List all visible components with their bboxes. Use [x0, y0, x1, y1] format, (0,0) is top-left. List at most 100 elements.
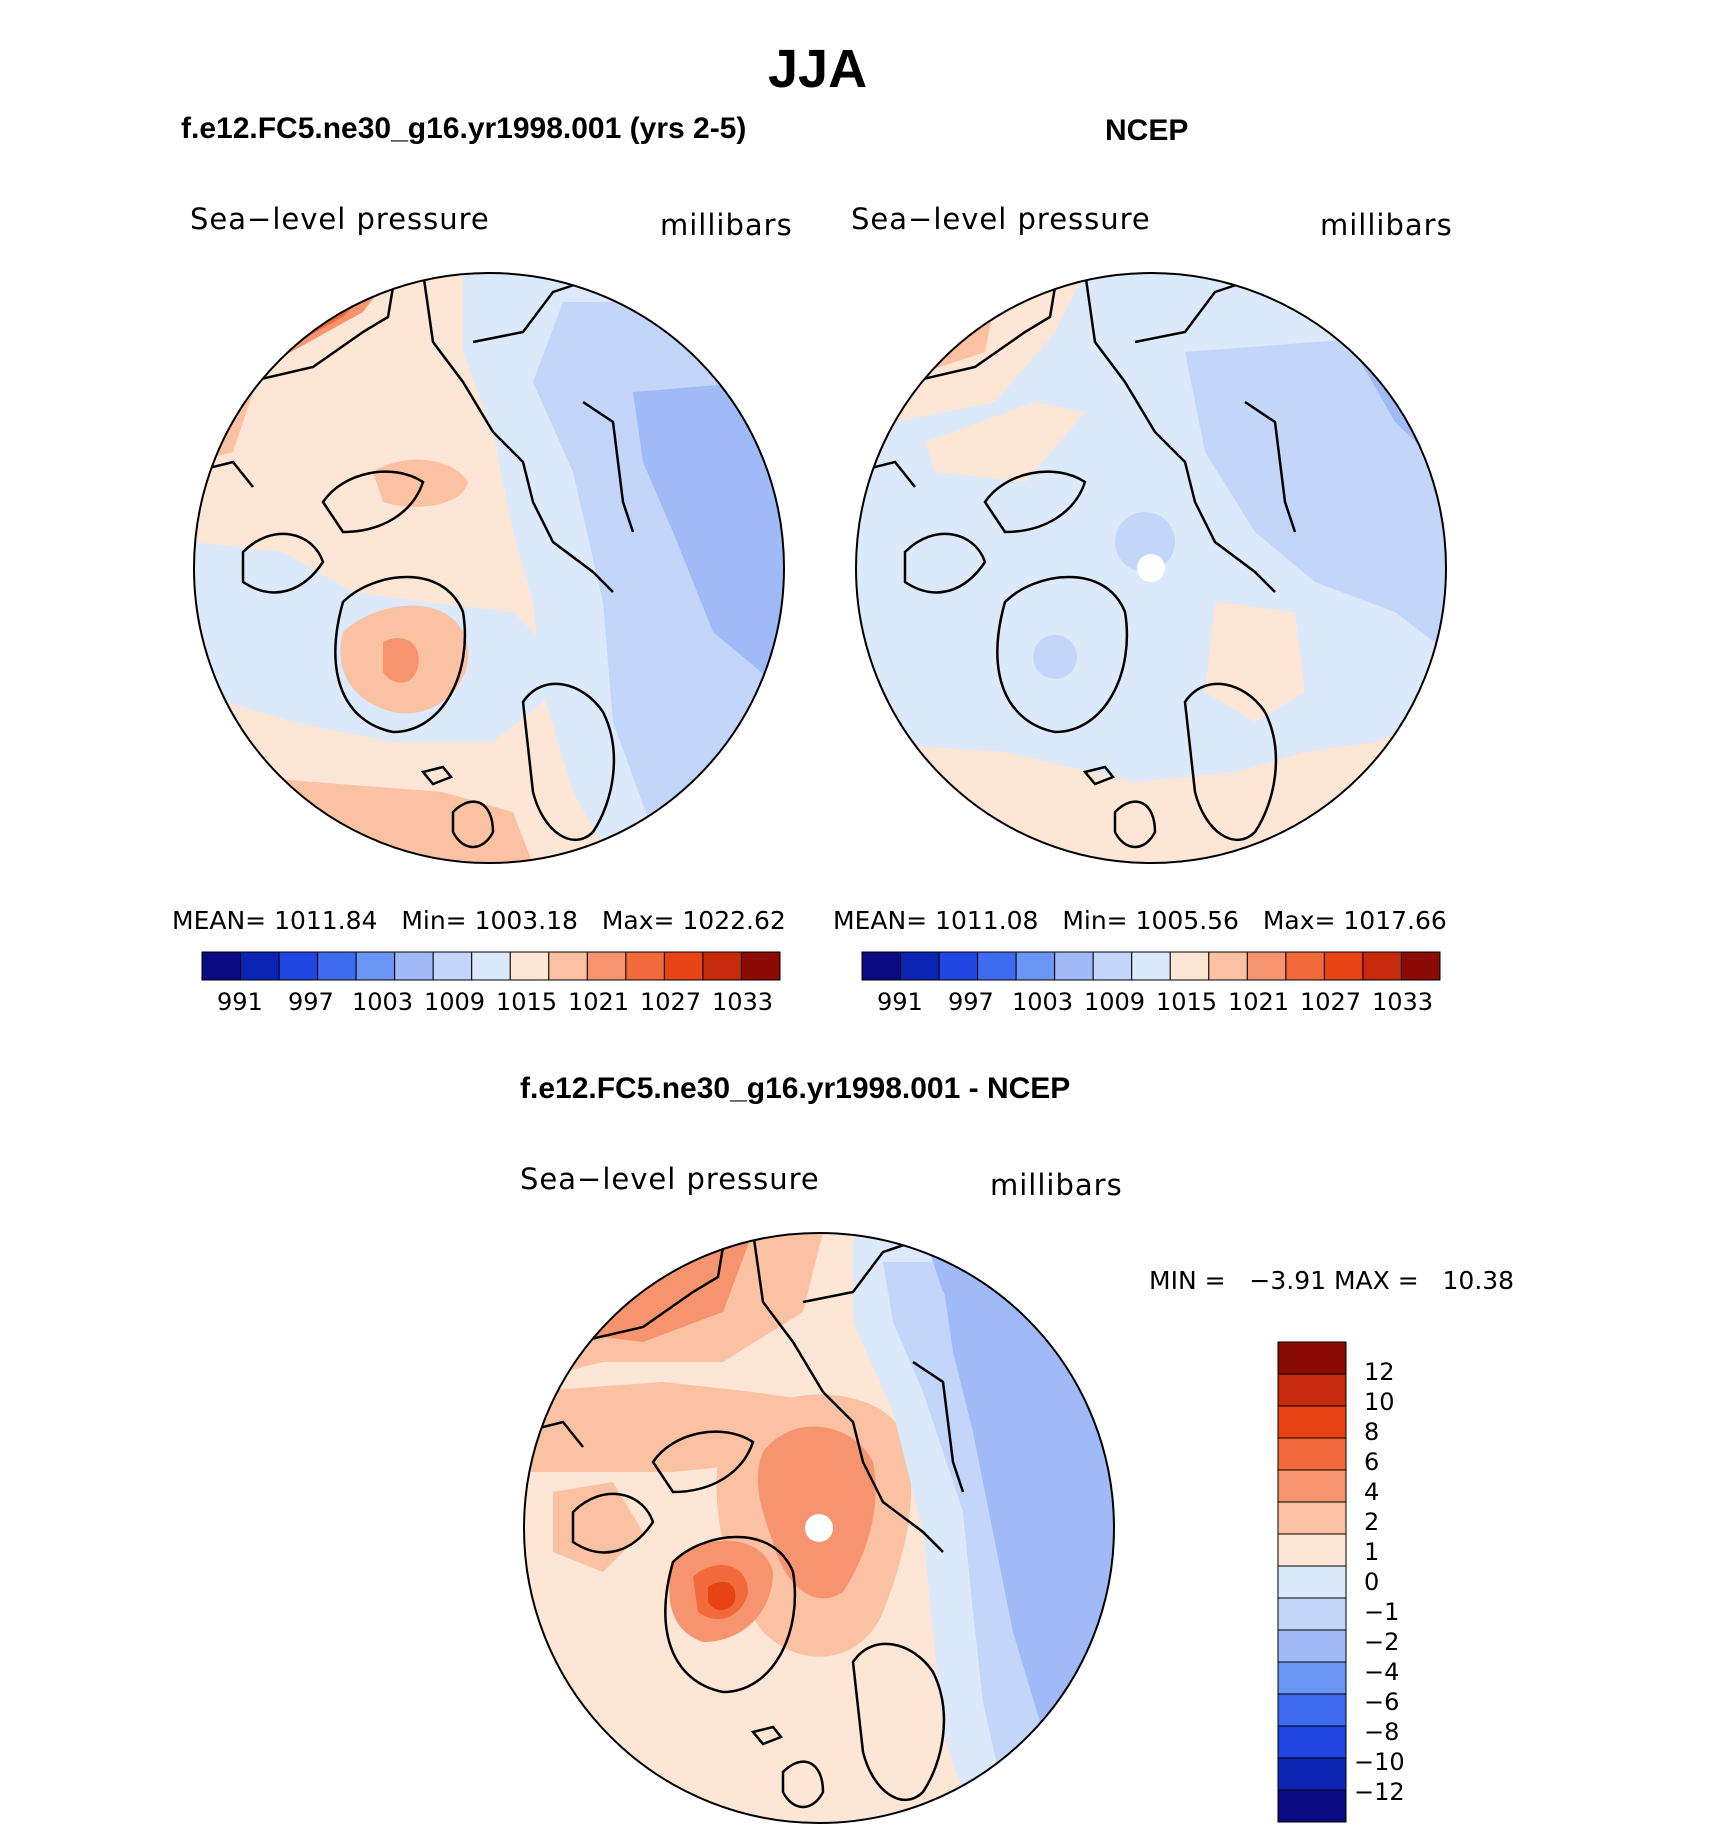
colorbar-swatch [509, 951, 550, 981]
panel-2-max-value: 1017.66 [1343, 906, 1447, 935]
colorbar-swatch [586, 951, 627, 981]
panel-3-min-label: MIN = [1149, 1266, 1226, 1295]
colorbar-swatch [1277, 1693, 1347, 1727]
page-title: JJA [768, 39, 868, 99]
panel-3-tick: −8 [1364, 1718, 1400, 1746]
colorbar-swatch [548, 951, 588, 981]
panel-2-map [855, 272, 1447, 864]
panel-2-units: millibars [1320, 208, 1453, 242]
panel-3-tick: 0 [1364, 1568, 1380, 1596]
colorbar-swatch [1400, 951, 1441, 981]
panel-2-tick: 1015 [1156, 988, 1218, 1016]
panel-1-min-label: Min= [401, 906, 467, 935]
panel-2-field-region [1185, 332, 1446, 652]
panel-2-tick: 1021 [1228, 988, 1290, 1016]
panel-2-stats: MEAN= 1011.08 Min= 1005.56 Max= 1017.66 [833, 906, 1447, 935]
panel-1-colorbar [201, 951, 781, 981]
panel-2-field-region [925, 402, 1085, 482]
panel-1-title: f.e12.FC5.ne30_g16.yr1998.001 (yrs 2-5) [181, 112, 747, 145]
panel-3-pole-mask [805, 1514, 833, 1542]
panel-1-tick: 997 [288, 988, 334, 1016]
panel-1-tick: 991 [217, 988, 263, 1016]
colorbar-swatch [900, 951, 940, 981]
colorbar-swatch [1277, 1373, 1347, 1407]
colorbar-swatch [355, 951, 396, 981]
panel-2-title: NCEP [1105, 114, 1189, 147]
panel-3-map-border [523, 1232, 1115, 1824]
colorbar-swatch [1131, 951, 1171, 981]
panel-3-title: f.e12.FC5.ne30_g16.yr1998.001 - NCEP [520, 1072, 1071, 1105]
panel-3-min-value: −3.91 [1249, 1266, 1327, 1295]
colorbar-swatch [1277, 1565, 1347, 1599]
colorbar-swatch [702, 951, 742, 981]
panel-3-field-region [708, 1581, 736, 1611]
panel-3-tick: −6 [1364, 1688, 1400, 1716]
panel-2-field-region [1205, 602, 1305, 722]
panel-3-colorbar [1277, 1341, 1347, 1823]
colorbar-swatch [663, 951, 704, 981]
panel-1-units: millibars [660, 208, 793, 242]
panel-1-field-label: Sea−level pressure [190, 202, 490, 236]
panel-1-min-value: 1003.18 [474, 906, 578, 935]
colorbar-swatch [1362, 951, 1402, 981]
colorbar-swatch [1277, 1437, 1347, 1471]
panel-2-field-region [1033, 635, 1077, 679]
colorbar-swatch [1054, 951, 1094, 981]
panel-3-tick: 8 [1364, 1418, 1380, 1446]
panel-1-map-border [193, 272, 785, 864]
colorbar-swatch [861, 951, 902, 981]
panel-1-mean-value: 1011.84 [274, 906, 378, 935]
panel-1-tick: 1003 [352, 988, 414, 1016]
panel-3-field-region [943, 1282, 1114, 1752]
panel-1-tick: 1015 [496, 988, 558, 1016]
panel-2-map-border [855, 272, 1447, 864]
colorbar-swatch [1323, 951, 1364, 981]
panel-3-tick: −12 [1354, 1778, 1405, 1806]
colorbar-swatch [1277, 1597, 1347, 1631]
panel-3-map [523, 1232, 1115, 1824]
panel-1-mean-label: MEAN= [172, 906, 267, 935]
panel-2-min-value: 1005.56 [1135, 906, 1239, 935]
colorbar-swatch [432, 951, 473, 981]
panel-3-tick: 6 [1364, 1448, 1380, 1476]
colorbar-swatch [977, 951, 1017, 981]
panel-1-max-value: 1022.62 [682, 906, 786, 935]
colorbar-swatch [1277, 1341, 1347, 1375]
colorbar-swatch [1015, 951, 1056, 981]
panel-2-max-label: Max= [1262, 906, 1336, 935]
colorbar-swatch [1169, 951, 1210, 981]
panel-1-field-region [383, 638, 419, 683]
colorbar-swatch [1092, 951, 1133, 981]
panel-1-stats: MEAN= 1011.84 Min= 1003.18 Max= 1022.62 [172, 906, 786, 935]
colorbar-swatch [1277, 1789, 1347, 1823]
panel-3-tick: 1 [1364, 1538, 1380, 1566]
panel-3-tick: 12 [1364, 1358, 1395, 1386]
colorbar-swatch [1277, 1757, 1347, 1791]
panel-2-tick: 1033 [1372, 988, 1434, 1016]
panel-3-field-label: Sea−level pressure [520, 1162, 820, 1196]
panel-3-coastline [524, 1233, 965, 1809]
panel-3-tick: −1 [1364, 1598, 1400, 1626]
panel-1-colorbar-ticks: 991 997 1003 1009 1015 1021 1027 1033 [202, 988, 780, 1018]
colorbar-swatch [1277, 1405, 1347, 1439]
panel-2-tick: 1027 [1300, 988, 1362, 1016]
panel-1-tick: 1027 [640, 988, 702, 1016]
panel-3-tick: 2 [1364, 1508, 1380, 1536]
panel-2-pole-mask [1137, 554, 1165, 582]
colorbar-swatch [278, 951, 319, 981]
panel-3-tick: −2 [1364, 1628, 1400, 1656]
panel-1-max-label: Max= [601, 906, 675, 935]
panel-1-field-region [633, 382, 784, 692]
colorbar-swatch [1277, 1725, 1347, 1759]
colorbar-swatch [471, 951, 511, 981]
panel-2-field-label: Sea−level pressure [851, 202, 1151, 236]
panel-2-tick: 991 [877, 988, 923, 1016]
panel-3-tick: −10 [1354, 1748, 1405, 1776]
panel-3-field-region [757, 1426, 876, 1599]
colorbar-swatch [317, 951, 357, 981]
panel-2-tick: 1009 [1084, 988, 1146, 1016]
panel-1-map [193, 272, 785, 864]
panel-3-tick: −4 [1364, 1658, 1400, 1686]
colorbar-swatch [201, 951, 242, 981]
colorbar-swatch [1208, 951, 1248, 981]
